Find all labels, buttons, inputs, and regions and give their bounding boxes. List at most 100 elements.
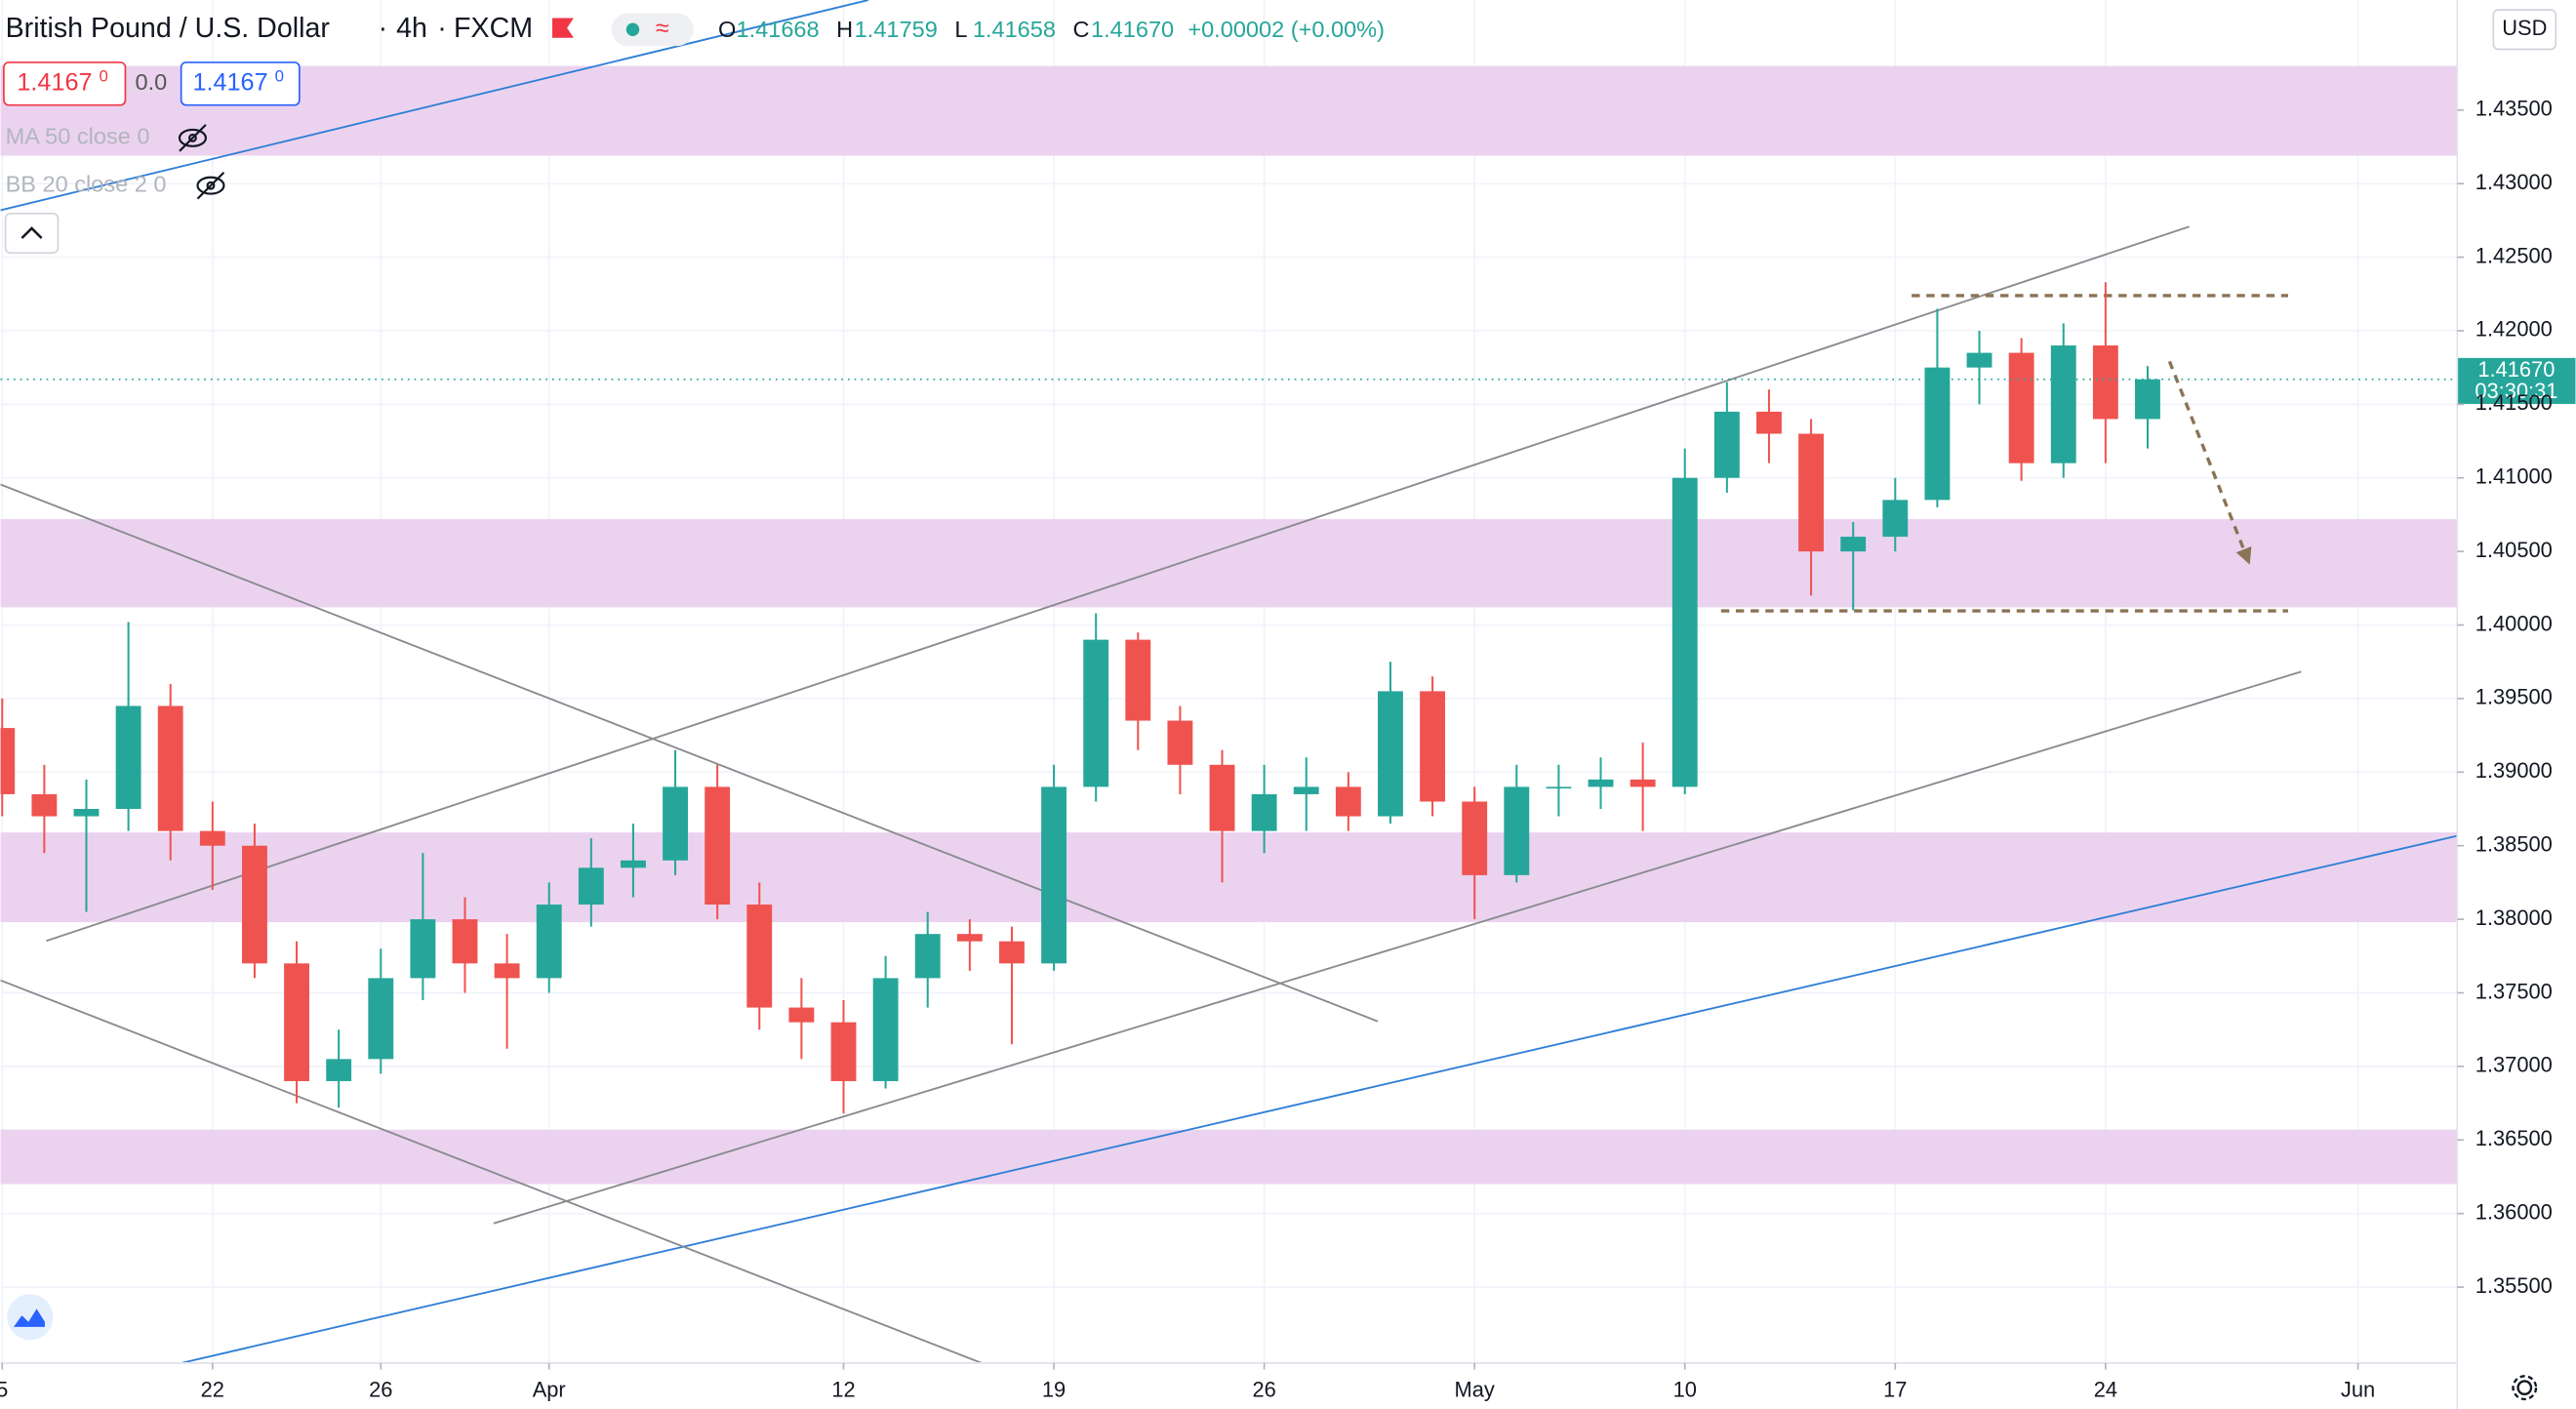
candle-body — [368, 978, 394, 1060]
y-tick-label: 1.43500 — [2475, 97, 2553, 121]
trend-line — [493, 670, 2302, 1225]
collapse-button[interactable] — [4, 212, 60, 255]
candle-body — [999, 941, 1025, 964]
x-tick-label: 17 — [1883, 1377, 1907, 1401]
y-tick-label: 1.39000 — [2475, 758, 2553, 783]
candle-body — [1713, 411, 1740, 478]
buy-price: 1.4167 — [192, 69, 267, 97]
ohlc-value: 1.41759 — [855, 17, 938, 42]
symbol: British Pound / U.S. Dollar — [6, 13, 331, 44]
candle-body — [242, 845, 267, 964]
status-pill[interactable] — [611, 13, 694, 47]
ohlc-key: L — [954, 17, 967, 42]
x-tick-label: Jun — [2341, 1377, 2375, 1401]
change: +0.00002 (+0.00%) — [1187, 17, 1385, 42]
y-tick-label: 1.38500 — [2475, 831, 2553, 856]
candle-body — [536, 905, 562, 979]
interval[interactable]: 4h — [396, 13, 427, 44]
logo[interactable] — [7, 1294, 54, 1341]
candle-body — [199, 830, 225, 846]
y-tick-label: 1.37500 — [2475, 979, 2553, 1003]
y-tick-label: 1.41500 — [2475, 390, 2553, 415]
candle-body — [956, 934, 983, 942]
candle-body — [2008, 352, 2034, 463]
x-tick-label: 26 — [369, 1377, 392, 1401]
y-tick-label: 1.35500 — [2475, 1273, 2553, 1298]
trend-line — [2167, 360, 2252, 565]
x-tick-label: 5 — [0, 1377, 8, 1401]
candle-body — [1167, 720, 1193, 765]
status-wave: ≈ — [656, 15, 669, 42]
ohlc-value: 1.41670 — [1091, 17, 1174, 42]
candle-body — [1630, 779, 1656, 787]
candle-body — [1083, 639, 1109, 787]
collapse-icon — [20, 226, 43, 239]
candle-body — [1125, 639, 1151, 721]
currency-box[interactable] — [2492, 9, 2557, 51]
candle-body — [830, 1022, 857, 1081]
hide-icon[interactable] — [178, 124, 208, 152]
candle-body — [621, 860, 646, 868]
x-tick-label: 22 — [201, 1377, 224, 1401]
candle-body — [2050, 345, 2076, 463]
logo-mark — [14, 1308, 45, 1327]
candle-body — [872, 978, 899, 1081]
candles — [0, 282, 2160, 1114]
candle-body — [2135, 379, 2160, 420]
y-tick-label: 1.43000 — [2475, 170, 2553, 194]
candle-body — [578, 867, 604, 906]
trend-line — [181, 834, 2458, 1363]
x-tick-label: 19 — [1042, 1377, 1066, 1401]
y-tick-label: 1.40000 — [2475, 611, 2553, 635]
candle-body — [1041, 786, 1067, 964]
zone — [0, 65, 2458, 156]
indicator-ma[interactable]: MA 50 close 0 — [6, 124, 150, 149]
candle-body — [1378, 691, 1403, 817]
candle-body — [0, 728, 16, 794]
y-tick-label: 1.36000 — [2475, 1199, 2553, 1224]
candle-body — [1966, 352, 1992, 368]
candle-body — [663, 786, 688, 861]
ohlc-key: O — [718, 17, 736, 42]
candle-body — [788, 1007, 815, 1023]
candle-body — [1209, 764, 1235, 831]
y-tick-label: 1.42500 — [2475, 243, 2553, 267]
x-tick-label: May — [1455, 1377, 1495, 1401]
candle-body — [157, 705, 183, 831]
buy-box[interactable] — [180, 61, 301, 106]
candle-body — [410, 919, 436, 979]
x-tick-label: 10 — [1673, 1377, 1697, 1401]
candle-body — [1756, 411, 1782, 434]
status-dot — [625, 22, 640, 37]
currency: USD — [2502, 16, 2547, 40]
candle-body — [914, 934, 941, 979]
zone — [0, 832, 2458, 923]
indicator-bb[interactable]: BB 20 close 2 0 — [6, 171, 167, 196]
sell-box[interactable] — [3, 61, 127, 106]
candle-body — [1840, 537, 1867, 552]
sell-price-sup: 0 — [100, 67, 108, 86]
y-tick-label: 1.39500 — [2475, 685, 2553, 709]
ohlc-key: H — [836, 17, 853, 42]
candle-body — [746, 905, 773, 1008]
y-tick-label: 1.38000 — [2475, 906, 2553, 930]
hide-icon[interactable] — [196, 171, 225, 200]
candle-body — [1420, 691, 1446, 802]
y-tick-label: 1.37000 — [2475, 1053, 2553, 1077]
candle-body — [284, 963, 309, 1081]
candle-body — [1882, 500, 1909, 538]
trend-line — [0, 0, 869, 212]
candle-body — [494, 963, 520, 979]
candle-body — [73, 809, 100, 817]
dot: · — [437, 13, 447, 44]
ohlc-value: 1.41658 — [973, 17, 1056, 42]
flag-icon[interactable] — [552, 18, 574, 38]
settings-icon[interactable] — [2512, 1375, 2538, 1401]
candle-body — [115, 705, 141, 810]
y-tick-label: 1.42000 — [2475, 317, 2553, 342]
x-tick-label: 26 — [1252, 1377, 1275, 1401]
